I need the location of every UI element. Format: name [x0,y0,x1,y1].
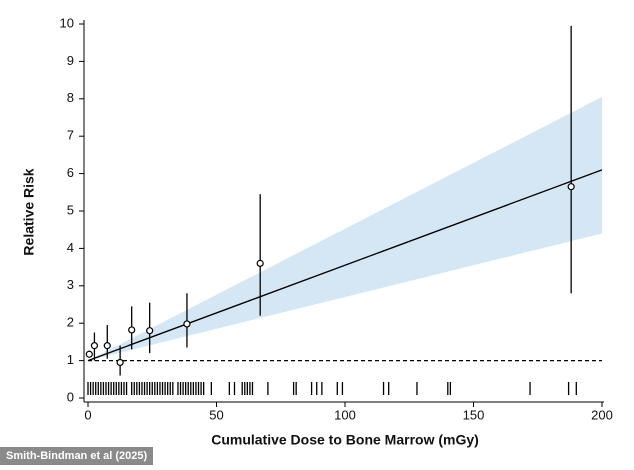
y-tick-label: 0 [67,389,74,404]
y-tick-label: 6 [67,165,74,180]
y-tick-label: 9 [67,53,74,68]
x-axis-label: Cumulative Dose to Bone Marrow (mGy) [211,432,479,448]
y-tick-label: 4 [67,240,74,255]
point [116,358,124,367]
point [256,259,264,267]
credit: Smith-Bindman et al (2025) [0,447,154,465]
point [183,320,191,328]
x-tick-label: 200 [591,407,613,422]
point [128,326,136,334]
point [85,350,93,358]
y-tick-label: 2 [67,315,74,330]
x-tick-label: 100 [334,407,356,422]
y-tick-label: 8 [67,90,74,105]
y-axis-label: Relative Risk [21,168,37,255]
point [567,183,575,191]
point [103,342,111,350]
y-tick-label: 3 [67,277,74,292]
y-tick-label: 10 [60,15,74,30]
confidence-band [88,96,602,361]
point [90,342,99,350]
fit-line [87,169,603,362]
y-tick-label: 7 [67,128,74,143]
y-tick-label: 1 [67,352,74,367]
x-tick-label: 50 [209,407,223,422]
y-tick-label: 5 [67,202,74,217]
point [146,327,154,335]
x-tick-label: 0 [84,407,91,422]
x-tick-label: 150 [463,407,485,422]
